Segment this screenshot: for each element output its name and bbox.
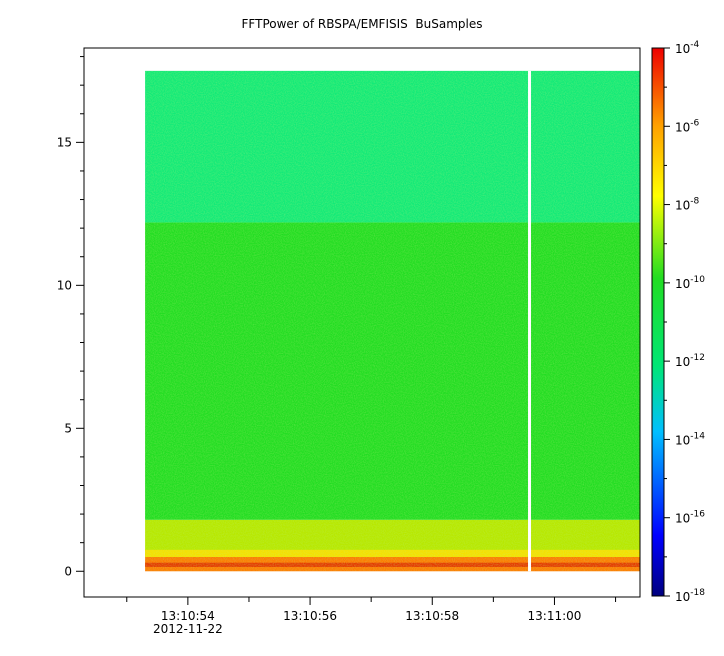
x-tick-label: 13:10:56 — [283, 609, 337, 623]
spectrogram-data — [145, 70, 640, 572]
colorbar-tick-label: 10-6 — [675, 118, 700, 134]
plot-frame — [83, 47, 641, 598]
colorbar-tick-label: 10-4 — [675, 40, 700, 56]
y-tick-label: 10 — [57, 278, 72, 292]
colorbar — [651, 47, 665, 597]
chart-title: FFTPower of RBSPA/EMFISIS BuSamples — [241, 17, 483, 31]
y-axis: 0 5 10 15 — [57, 56, 84, 578]
colorbar-tick-label: 10-10 — [675, 275, 705, 291]
x-date-label: 2012-11-22 — [153, 622, 223, 636]
colorbar-tick-label: 10-16 — [675, 510, 705, 526]
y-tick-label: 5 — [64, 421, 72, 435]
colorbar-tick-label: 10-12 — [675, 353, 705, 369]
x-tick-label: 13:10:58 — [405, 609, 459, 623]
colorbar-tick-label: 10-18 — [675, 588, 705, 604]
y-tick-label: 0 — [64, 564, 72, 578]
heatmap-texture — [145, 70, 640, 572]
colorbar-axis: 10-18 10-16 10-14 10-12 10-10 10-8 10-6 10-4 — [664, 40, 705, 604]
data-gap — [528, 70, 532, 572]
colorbar-tick-label: 10-14 — [675, 431, 705, 447]
x-tick-label: 13:10:54 — [161, 609, 215, 623]
colorbar-tick-label: 10-8 — [675, 197, 700, 213]
x-tick-label: 13:11:00 — [528, 609, 582, 623]
y-tick-label: 15 — [57, 135, 72, 149]
